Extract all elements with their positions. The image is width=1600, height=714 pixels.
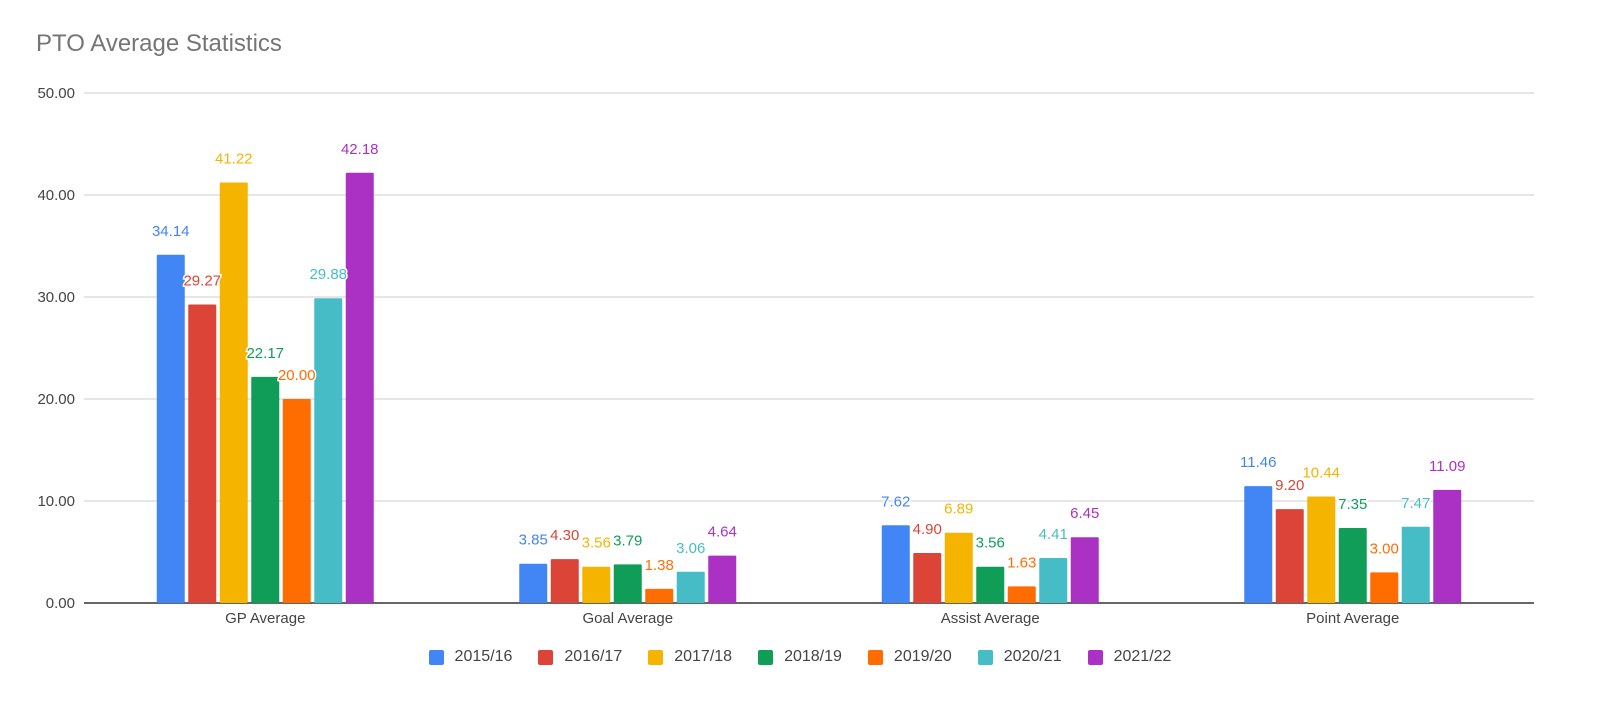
data-label: 4.30: [550, 527, 579, 544]
bar: [314, 298, 343, 603]
data-label: 4.64: [708, 524, 737, 541]
bar: [645, 588, 674, 603]
y-tick-label: 40.00: [37, 187, 75, 204]
data-label: 20.00: [278, 367, 316, 384]
x-axis-tick-labels: GP Average Goal Average Assist Average Poin…: [225, 610, 1399, 627]
legend-swatch: [867, 649, 883, 665]
data-label: 7.47: [1401, 495, 1430, 512]
data-label: 10.44: [1302, 465, 1340, 482]
bar-chart: 0.00 10.00 20.00 30.00 40.00 50.00 34.14 29.27…: [37, 85, 1534, 627]
data-label: 41.22: [215, 151, 253, 168]
y-tick-label: 10.00: [37, 493, 75, 510]
bar: [881, 525, 910, 603]
x-tick-label: Assist Average: [941, 610, 1040, 627]
bars: [156, 172, 1462, 603]
bar: [1275, 509, 1304, 603]
y-tick-label: 20.00: [37, 391, 75, 408]
bar: [1244, 486, 1273, 603]
data-label: 3.56: [582, 535, 611, 552]
data-label: 9.20: [1275, 477, 1304, 494]
data-label: 6.89: [944, 501, 973, 518]
legend-swatch: [648, 649, 664, 665]
y-tick-label: 30.00: [37, 289, 75, 306]
bar: [944, 532, 973, 603]
bar: [913, 553, 942, 603]
chart-title: PTO Average Statistics: [36, 30, 282, 57]
legend-label: 2019/20: [893, 648, 952, 665]
bar: [1039, 558, 1068, 603]
legend-label: 2018/19: [784, 648, 842, 665]
bar: [550, 559, 579, 603]
bar: [251, 376, 280, 603]
legend-swatch: [977, 649, 993, 665]
legend-item: 2016/17: [538, 648, 622, 666]
legend-swatch: [758, 649, 774, 665]
y-tick-label: 50.00: [37, 85, 75, 102]
x-tick-label: Point Average: [1306, 610, 1399, 627]
legend-item: 2018/19: [758, 648, 842, 666]
x-tick-label: GP Average: [225, 610, 305, 627]
bar: [188, 304, 217, 603]
data-label: 3.00: [1370, 540, 1399, 557]
data-label: 4.41: [1039, 526, 1068, 543]
data-label: 7.35: [1338, 496, 1367, 513]
data-label: 11.46: [1240, 454, 1276, 471]
data-label: 42.18: [341, 141, 379, 158]
bar: [282, 399, 311, 603]
legend-swatch: [538, 649, 554, 665]
data-label: 11.09: [1429, 458, 1465, 475]
data-label: 3.79: [613, 532, 642, 549]
y-axis-tick-labels: 0.00 10.00 20.00 30.00 40.00 50.00: [37, 85, 75, 612]
bar: [1338, 528, 1367, 603]
data-label: 3.06: [676, 540, 705, 557]
bar: [156, 254, 185, 603]
data-label: 34.14: [152, 223, 190, 240]
data-label: 6.45: [1070, 505, 1099, 522]
bar: [676, 571, 705, 603]
legend-label: 2015/16: [454, 648, 513, 665]
legend-label: 2017/18: [674, 648, 733, 665]
bar: [708, 555, 737, 603]
bar: [1370, 572, 1399, 603]
y-tick-label: 0.00: [46, 595, 75, 612]
bar: [976, 566, 1005, 603]
legend-item: 2017/18: [648, 648, 732, 666]
legend-label: 2021/22: [1113, 648, 1172, 665]
legend-item: 2020/21: [977, 648, 1062, 666]
data-label: 29.88: [309, 266, 347, 283]
legend: 2015/16 2016/17 2017/18 2018/19 2019/20 2020/…: [0, 648, 1600, 666]
data-label: 29.27: [183, 272, 221, 289]
bar: [582, 566, 611, 603]
bar: [219, 182, 248, 603]
bar: [1433, 489, 1462, 603]
data-label: 22.17: [246, 345, 284, 362]
data-label: 3.56: [976, 535, 1005, 552]
data-label: 1.63: [1007, 554, 1036, 571]
legend-label: 2020/21: [1003, 648, 1062, 665]
legend-swatch: [428, 649, 444, 665]
data-label: 1.38: [645, 557, 674, 574]
legend-swatch: [1087, 649, 1103, 665]
bar: [1401, 526, 1430, 603]
bar: [1307, 496, 1336, 603]
data-label: 7.62: [881, 493, 910, 510]
legend-label: 2016/17: [564, 648, 623, 665]
bar: [613, 564, 642, 603]
legend-item: 2015/16: [428, 648, 513, 666]
bar: [1070, 537, 1099, 603]
legend-item: 2021/22: [1087, 648, 1172, 666]
data-label: 4.90: [913, 521, 942, 538]
legend-item: 2019/20: [867, 648, 952, 666]
x-tick-label: Goal Average: [582, 610, 673, 627]
data-label: 3.85: [519, 532, 548, 549]
bar: [1007, 586, 1036, 603]
bar: [519, 563, 548, 603]
bar: [345, 172, 374, 603]
